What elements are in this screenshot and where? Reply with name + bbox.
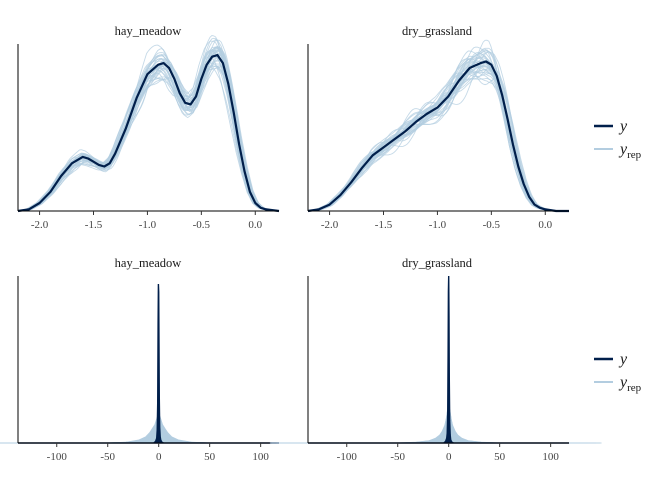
x-tick-label: -100 [47,451,68,463]
yrep-curve [288,404,587,444]
y-curve-group [17,54,280,213]
y-curve-group [307,60,569,213]
x-tick-label: -1.5 [375,219,393,231]
y-curve [307,60,569,213]
y-curve [17,54,280,213]
legend-y-label: y [618,351,628,368]
yrep-curves [269,404,602,444]
yrep-curve [269,406,602,444]
y-curve-group [18,283,279,444]
legend-y-label: y [618,118,628,135]
yrep-curve [307,64,569,212]
yrep-curve [17,59,280,212]
yrep-curves [17,35,280,212]
legend-top: y yrep [594,118,642,161]
x-tick-label: -50 [100,451,115,463]
x-tick-label: -100 [337,451,358,463]
x-ticks: -2.0 -1.5 -1.0 -0.5 0.0 [31,211,263,231]
panel-title: dry_grassland [402,256,473,270]
panel-title: hay_meadow [115,256,182,270]
x-tick-label: -1.5 [85,219,103,231]
yrep-curve [311,417,567,444]
x-tick-label: -0.5 [193,219,211,231]
x-ticks: -2.0 -1.5 -1.0 -0.5 0.0 [321,211,553,231]
panel-title: dry_grassland [402,24,473,38]
yrep-curve [308,58,569,212]
panel-dry-grassland-bottom: dry_grassland -100 -50 0 50 100 [269,256,602,463]
panel-title: hay_meadow [115,24,182,38]
x-tick-label: 50 [204,451,216,463]
legend-yrep-label: yrep [618,141,642,161]
yrep-curves [307,39,569,212]
x-tick-label: 0.0 [538,219,552,231]
x-tick-label: 100 [542,451,559,463]
x-tick-label: -2.0 [321,219,339,231]
legend-bottom: y yrep [594,351,642,394]
yrep-curve [307,51,569,212]
legend-yrep-label: yrep [618,374,642,394]
panel-hay-meadow-top: hay_meadow -2.0 -1.5 -1.0 -0.5 0.0 [17,24,280,231]
x-tick-label: -1.0 [429,219,447,231]
x-ticks: -100 -50 0 50 100 [337,443,559,463]
yrep-curve [17,49,279,212]
x-tick-label: -50 [390,451,405,463]
x-tick-label: 100 [252,451,269,463]
panel-dry-grassland-top: dry_grassland -2.0 -1.5 -1.0 -0.5 0.0 [307,24,569,231]
panel-hay-meadow-bottom: hay_meadow -100 -50 0 50 100 [0,256,314,463]
x-tick-label: -1.0 [139,219,157,231]
y-curve-group [308,275,569,444]
x-ticks: -100 -50 0 50 100 [47,443,269,463]
x-tick-label: -2.0 [31,219,49,231]
y-curve [308,275,569,444]
x-tick-label: 50 [494,451,506,463]
x-tick-label: 0 [156,451,162,463]
x-tick-label: 0.0 [248,219,262,231]
x-tick-label: -0.5 [483,219,501,231]
yrep-curve [18,60,280,212]
x-tick-label: 0 [446,451,452,463]
y-curve [18,283,279,444]
